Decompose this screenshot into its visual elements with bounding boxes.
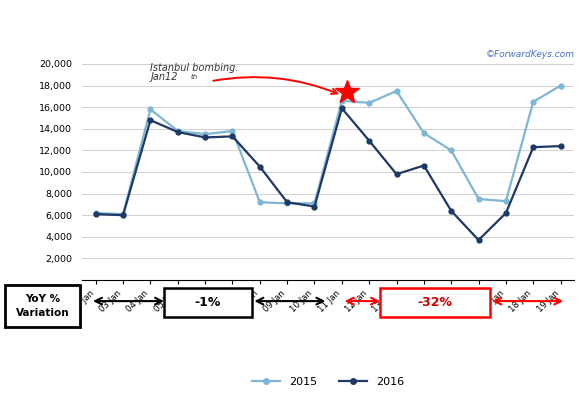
2016 xyxy=(366,138,373,143)
2016 xyxy=(393,172,400,176)
2015 xyxy=(147,107,154,112)
2016 xyxy=(338,106,345,111)
2015 xyxy=(502,199,509,204)
2016 xyxy=(202,135,209,140)
2016 xyxy=(557,144,564,148)
2016 xyxy=(256,164,263,169)
2016 xyxy=(92,212,99,216)
Text: ©ForwardKeys.com: ©ForwardKeys.com xyxy=(485,50,574,58)
2015 xyxy=(284,201,291,206)
FancyBboxPatch shape xyxy=(163,288,252,317)
Legend: 2015, 2016: 2015, 2016 xyxy=(248,372,408,392)
2015 xyxy=(393,88,400,93)
Text: Net Daily Total Int’l Bookings*: Net Daily Total Int’l Bookings* xyxy=(222,15,447,28)
2015 xyxy=(120,212,127,216)
2015 xyxy=(229,128,236,133)
2016 xyxy=(502,211,509,216)
2016 xyxy=(174,130,181,134)
FancyBboxPatch shape xyxy=(5,285,80,327)
2015 xyxy=(420,131,427,136)
2015 xyxy=(557,83,564,88)
Text: (Jan 2nd – 17th; 2016 vs 2015): (Jan 2nd – 17th; 2016 vs 2015) xyxy=(220,36,448,49)
2015 xyxy=(311,201,318,206)
2016 xyxy=(420,163,427,168)
Line: 2016: 2016 xyxy=(93,106,563,242)
2016 xyxy=(448,208,455,213)
Text: YoY %
Variation: YoY % Variation xyxy=(16,294,69,318)
2015 xyxy=(448,148,455,153)
2015 xyxy=(256,200,263,205)
2016 xyxy=(284,200,291,205)
2016 xyxy=(530,145,537,150)
Text: Istanbul bombing.: Istanbul bombing. xyxy=(151,63,239,73)
Text: Jan12: Jan12 xyxy=(151,72,178,82)
2015 xyxy=(366,100,373,105)
2015 xyxy=(202,132,209,136)
2015 xyxy=(530,99,537,104)
2016 xyxy=(475,238,482,242)
Text: -1%: -1% xyxy=(195,296,221,309)
2015 xyxy=(338,98,345,103)
Text: th: th xyxy=(191,74,198,80)
2016 xyxy=(229,134,236,139)
2016 xyxy=(120,213,127,218)
FancyBboxPatch shape xyxy=(380,288,490,317)
2015 xyxy=(475,196,482,201)
2015 xyxy=(92,211,99,216)
2016 xyxy=(147,118,154,122)
Line: 2015: 2015 xyxy=(93,83,563,216)
Text: -32%: -32% xyxy=(417,296,452,309)
2015 xyxy=(174,128,181,133)
2016 xyxy=(311,204,318,209)
